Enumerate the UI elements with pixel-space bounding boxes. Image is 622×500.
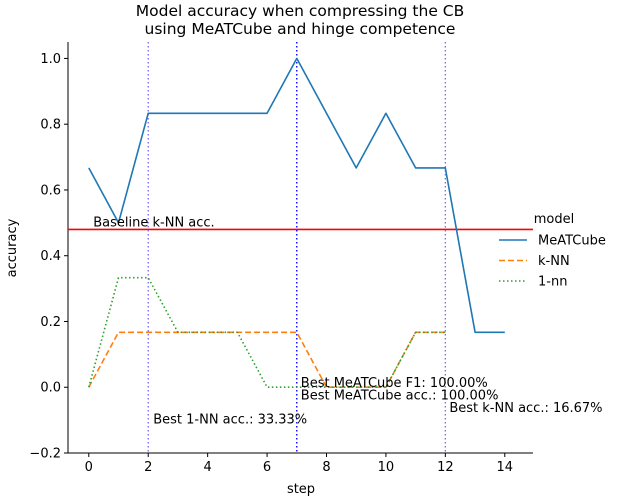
legend-entry: 1-nn xyxy=(538,275,567,290)
y-tick-label: 0.6 xyxy=(40,183,61,198)
best-1nn-label: Best 1-NN acc.: 33.33% xyxy=(153,412,307,427)
series-line-meatcube xyxy=(88,57,505,334)
reference-lines xyxy=(68,42,533,453)
series-line-k-nn xyxy=(88,331,446,389)
x-tick-label: 12 xyxy=(437,460,454,475)
x-tick-label: 6 xyxy=(263,460,271,475)
legend: model MeATCube k-NN 1-nn xyxy=(499,212,606,290)
y-tick-label: 1.0 xyxy=(40,52,61,67)
y-axis-label: accuracy xyxy=(5,218,20,277)
legend-entry: k-NN xyxy=(538,254,570,269)
axes: 0 2 4 6 8 10 12 14 −0.2 0.0 0.2 0.4 0.6 0.8 1.0 xyxy=(29,42,533,475)
chart-subtitle: using MeATCube and hinge competence xyxy=(145,20,456,38)
x-tick-label: 14 xyxy=(496,460,513,475)
baseline-label: Baseline k-NN acc. xyxy=(93,215,214,230)
y-tick-label: 0.0 xyxy=(40,381,61,396)
x-tick-label: 8 xyxy=(322,460,330,475)
x-tick-label: 10 xyxy=(378,460,395,475)
x-axis-label: step xyxy=(287,482,315,497)
best-meatcube-f1-label: Best MeATCube F1: 100.00% xyxy=(301,376,488,391)
legend-entry: MeATCube xyxy=(538,234,606,249)
y-tick-label: −0.2 xyxy=(29,447,61,462)
best-knn-label: Best k-NN acc.: 16.67% xyxy=(449,401,602,416)
chart-title: Model accuracy when compressing the CB xyxy=(136,2,465,20)
y-tick-label: 0.2 xyxy=(40,315,61,330)
y-tick-label: 0.8 xyxy=(40,118,61,133)
x-tick-label: 0 xyxy=(85,460,93,475)
y-tick-label: 0.4 xyxy=(40,249,61,264)
series xyxy=(88,57,505,389)
annotations: Baseline k-NN acc. Best 1-NN acc.: 33.33%… xyxy=(93,215,602,427)
x-tick-label: 2 xyxy=(144,460,152,475)
best-meatcube-acc-label: Best MeATCube acc.: 100.00% xyxy=(301,389,499,404)
x-tick-label: 4 xyxy=(204,460,212,475)
legend-title: model xyxy=(534,212,574,227)
